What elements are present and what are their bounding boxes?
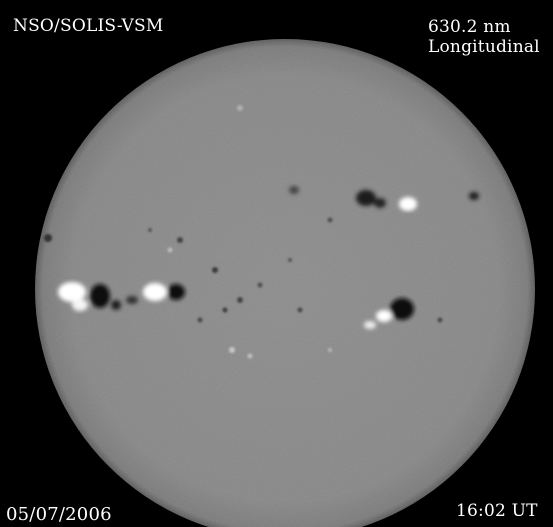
network-features [44,105,443,359]
date-label: 05/07/2006 [6,504,112,525]
active-region-south [364,298,414,329]
active-region-north [289,186,479,211]
instrument-label: NSO/SOLIS-VSM [13,16,164,36]
observation-info: 630.2 nm Longitudinal [428,17,540,57]
active-region-east [58,282,185,311]
wavelength-label: 630.2 nm [428,17,511,37]
time-label: 16:02 UT [456,501,538,521]
mode-label: Longitudinal [428,37,540,57]
